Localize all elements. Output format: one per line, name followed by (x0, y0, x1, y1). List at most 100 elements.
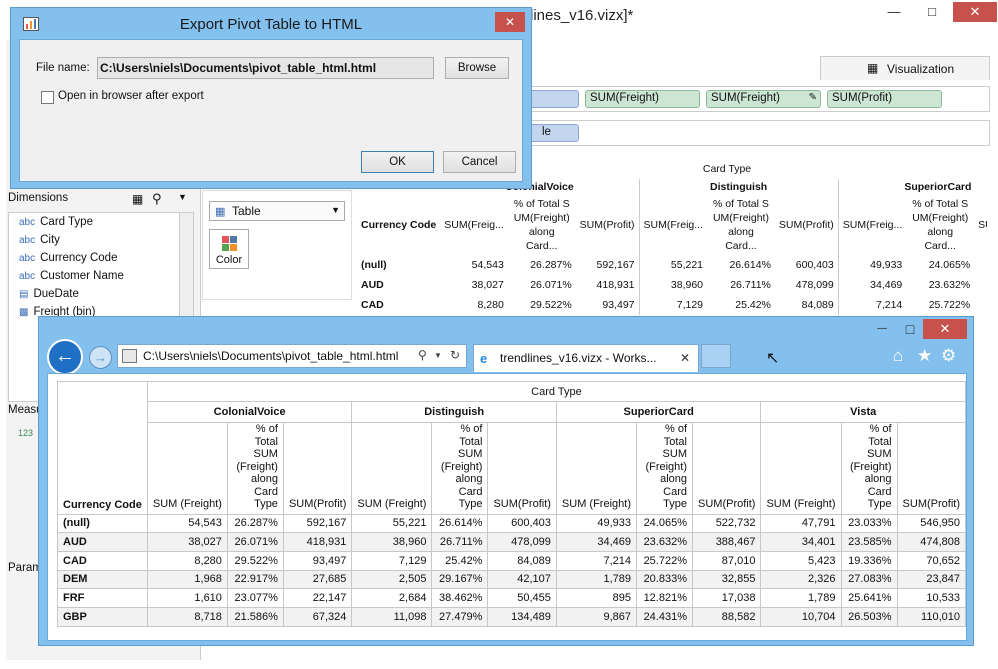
value-cell: 26.071% (226, 532, 284, 552)
favorites-star-icon[interactable]: ★ (917, 346, 933, 365)
measure-header: % of Total SUM (Freight) along Card Type (431, 422, 489, 515)
pivot-group-header: SuperiorCard (837, 179, 987, 195)
columns-pill-profit[interactable]: SUM(Profit) (827, 90, 942, 108)
browser-close-icon[interactable]: ✕ (923, 319, 967, 339)
measure-header: SUM(Profit) (487, 422, 557, 515)
table-row: (null) 54,543 26.287% 592,167 55,221 26.614% 6… (57, 513, 967, 534)
settings-gear-icon[interactable]: ⚙ (941, 346, 957, 365)
dimension-item[interactable]: abc City (19, 234, 60, 246)
value-cell: 11,098 (351, 606, 433, 627)
value-cell: 26.711% (431, 532, 489, 552)
value-cell: 49,933 (837, 255, 907, 275)
color-swatch-icon (230, 236, 237, 243)
dialog-title: Export Pivot Table to HTML (179, 16, 363, 33)
dimension-item[interactable]: ▩ Freight (bin) (19, 306, 96, 318)
value-cell: 2,684 (351, 588, 433, 608)
mark-type-select[interactable]: ▦ Table ▼ (209, 201, 345, 221)
value-cell: 388,4 (974, 275, 987, 295)
value-cell: 22,147 (282, 588, 353, 608)
close-icon[interactable]: ✕ (953, 2, 997, 22)
dimension-item[interactable]: abc Currency Code (19, 252, 118, 264)
pivot-col-header: SUM(Profit) (579, 219, 635, 231)
home-icon[interactable]: ⌂ (893, 346, 904, 365)
columns-pill-freight[interactable]: SUM(Freight) (585, 90, 700, 108)
measure-header: SUM (Freight) (760, 422, 842, 515)
maximize-icon[interactable]: □ (928, 4, 936, 19)
tab-title: trendlines_v16.vizx - Works... (500, 351, 657, 365)
file-name-label: File name: (36, 62, 90, 74)
new-tab-button[interactable] (701, 344, 731, 368)
value-cell: 24.065% (928, 259, 971, 271)
search-icon[interactable]: ⚲ (152, 191, 162, 206)
columns-shelf[interactable]: SUM(Freight) SUM(Freight) ✎ SUM(Profit) (527, 86, 990, 112)
value-cell: 474,808 (896, 532, 967, 552)
rows-pill-card-type[interactable]: le (527, 124, 579, 142)
table-row: GBP 8,718 21.586% 67,324 11,098 27.479% 134,48… (57, 606, 967, 627)
pivot-col-header: SUM(Profit) (978, 219, 987, 231)
app-icon (23, 17, 39, 31)
value-cell: 9,867 (555, 606, 637, 627)
browser-minimize-icon[interactable]: — (877, 323, 887, 334)
back-arrow-icon[interactable]: ← (47, 339, 83, 375)
cancel-button[interactable]: Cancel (443, 151, 516, 173)
refresh-icon[interactable]: ↻ (450, 348, 461, 362)
file-name-field[interactable]: C:\Users\niels\Documents\pivot_table_htm… (97, 57, 434, 79)
value-cell: 2,505 (351, 569, 433, 590)
value-cell: 478,099 (487, 532, 557, 552)
dimension-item[interactable]: abc Card Type (19, 216, 93, 228)
minimize-icon[interactable]: — (887, 4, 901, 19)
value-cell: 23.033% (840, 513, 898, 534)
dialog-close-icon[interactable]: ✕ (495, 12, 525, 32)
value-cell: 2,326 (760, 569, 842, 590)
measure-header: SUM (Freight) (555, 422, 637, 515)
dimension-item[interactable]: abc Customer Name (19, 270, 124, 282)
value-cell: 8,280 (146, 550, 228, 571)
browser-tab[interactable]: e trendlines_v16.vizx - Works... ✕ (473, 344, 699, 372)
dimensions-header: Dimensions ▦ ⚲ ▼ (8, 191, 187, 206)
address-bar[interactable]: C:\Users\niels\Documents\pivot_table_htm… (117, 344, 467, 368)
value-cell: 17,038 (691, 588, 762, 608)
value-cell: 522,732 (691, 513, 762, 534)
value-cell: 22.917% (226, 569, 284, 590)
color-button[interactable]: Color (209, 229, 249, 269)
group-header: SuperiorCard (555, 401, 762, 423)
ok-button[interactable]: OK (361, 151, 434, 173)
value-cell: 26.711% (730, 279, 771, 291)
group-header: Distinguish (351, 401, 557, 423)
columns-pill-partial[interactable] (527, 90, 579, 108)
tab-visualization[interactable]: ▦ Visualization (820, 56, 990, 80)
date-icon: ▤ (19, 289, 29, 300)
pivot-table: Currency Code Card Type ColonialVoice Di… (57, 381, 967, 627)
address-text: C:\Users\niels\Documents\pivot_table_htm… (143, 349, 399, 363)
chevron-down-icon: ▼ (331, 205, 340, 215)
export-dialog: Export Pivot Table to HTML ✕ File name: … (10, 7, 532, 189)
table-view-icon[interactable]: ▦ (132, 192, 144, 206)
dropdown-icon[interactable]: ▼ (178, 192, 187, 202)
open-in-browser-checkbox[interactable] (41, 91, 54, 104)
pivot-col-header: % of Total S UM(Freight) along Card... (912, 198, 969, 252)
currency-code-cell: GBP (57, 606, 148, 627)
value-cell: 21.586% (226, 606, 284, 627)
browser-maximize-icon[interactable]: □ (905, 321, 915, 337)
measure-header: SUM (Freight) (351, 422, 433, 515)
value-cell: 32,855 (691, 569, 762, 590)
table-row: (null) 54,543 26.287% 592,167 55,221 26.614% 6… (357, 255, 987, 275)
rows-shelf[interactable]: le (527, 120, 990, 146)
dimension-item[interactable]: ▤ DueDate (19, 288, 79, 300)
browse-button[interactable]: Browse (445, 57, 509, 79)
value-cell: 27,685 (282, 569, 353, 590)
value-cell: 7,129 (638, 295, 708, 315)
tab-close-icon[interactable]: ✕ (680, 351, 691, 365)
value-cell: 88,582 (691, 606, 762, 627)
forward-arrow-icon[interactable]: → (89, 346, 112, 369)
dropdown-icon[interactable]: ▼ (434, 351, 442, 360)
measure-header: SUM(Profit) (896, 422, 967, 515)
columns-pill-freight-table-calc[interactable]: SUM(Freight) ✎ (706, 90, 821, 108)
pivot-col-header: SUM(Freig... (837, 195, 907, 255)
search-icon[interactable]: ⚲ (418, 348, 427, 362)
color-swatch-icon (222, 244, 229, 251)
value-cell: 23.632% (635, 532, 694, 552)
value-cell: 8,280 (477, 299, 504, 311)
value-cell: 87,0 (974, 295, 987, 315)
mouse-cursor-icon: ↖ (766, 350, 780, 367)
